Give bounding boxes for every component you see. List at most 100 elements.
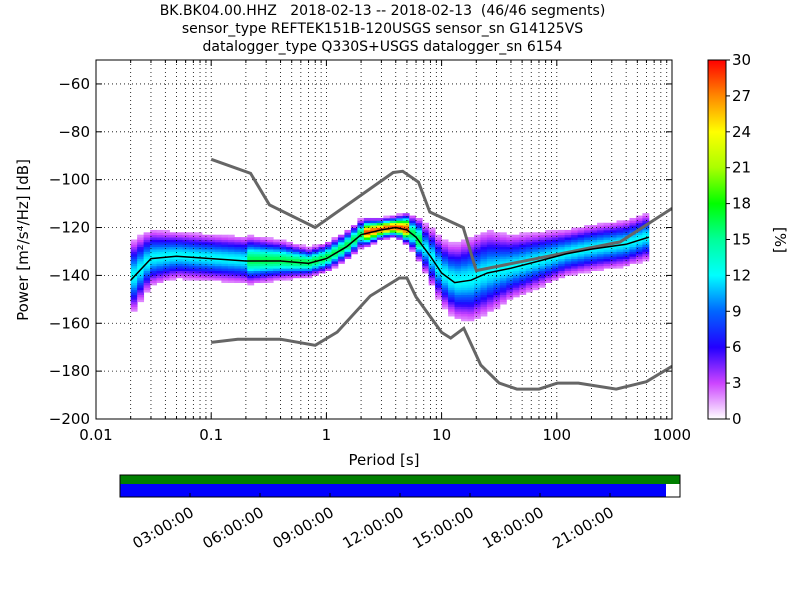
heatmap-cell [435, 263, 442, 267]
heatmap-cell [486, 268, 494, 272]
heatmap-cell [571, 239, 579, 243]
title-station-line: BK.BK04.00.HHZ 2018-02-13 -- 2018-02-13 … [159, 3, 606, 19]
heatmap-cell [247, 280, 255, 283]
heatmap-cell [137, 251, 145, 255]
heatmap-cell [292, 246, 300, 250]
heatmap-cell [577, 270, 585, 274]
heatmap-cell [402, 232, 410, 236]
heatmap-cell [247, 251, 255, 255]
heatmap-cell [195, 246, 203, 250]
heatmap-cell [486, 244, 494, 248]
heatmap-cell [499, 256, 507, 260]
heatmap-cell [597, 258, 604, 262]
heatmap-cell [273, 273, 281, 276]
heatmap-cell [208, 246, 216, 250]
heatmap-cell [558, 246, 566, 250]
heatmap-cell [506, 234, 514, 238]
heatmap-cell [292, 256, 300, 260]
heatmap-cell [473, 239, 481, 243]
heatmap-cell [506, 256, 514, 260]
heatmap-cell [221, 256, 229, 260]
heatmap-cell [538, 277, 546, 281]
heatmap-cell [266, 268, 274, 272]
heatmap-cell [584, 225, 591, 228]
heatmap-cell [454, 308, 462, 312]
heatmap-cell [363, 239, 371, 243]
heatmap-cell [480, 253, 488, 257]
heatmap-cell [448, 304, 455, 307]
heatmap-cell [350, 249, 358, 252]
heatmap-cell [461, 282, 468, 286]
heatmap-cell [357, 237, 365, 240]
heatmap-cell [506, 268, 514, 272]
heatmap-cell [247, 277, 255, 281]
heatmap-cell [143, 280, 151, 283]
heatmap-cell [622, 244, 630, 248]
heatmap-cell [279, 239, 287, 243]
heatmap-cell [538, 246, 546, 250]
heatmap-cell [642, 249, 650, 252]
heatmap-cell [584, 227, 591, 231]
heatmap-cell [169, 270, 177, 274]
heatmap-cell [551, 265, 559, 269]
heatmap-cell [486, 241, 494, 245]
heatmap-cell [156, 246, 164, 250]
heatmap-cell [402, 225, 410, 228]
heatmap-cell [201, 253, 209, 257]
heatmap-cell [415, 222, 423, 226]
heatmap-cell [253, 261, 261, 264]
heatmap-cell [208, 270, 216, 274]
heatmap-cell [150, 280, 157, 283]
heatmap-cell [564, 268, 572, 272]
heatmap-cell [130, 301, 138, 305]
heatmap-cell [635, 249, 643, 252]
heatmap-cell [312, 268, 319, 272]
heatmap-cell [603, 225, 611, 228]
heatmap-cell [195, 244, 203, 248]
heatmap-cell [422, 265, 430, 269]
heatmap-cell [409, 227, 417, 231]
heatmap-cell [512, 246, 520, 250]
heatmap-cell [564, 241, 572, 245]
heatmap-cell [512, 270, 520, 274]
heatmap-cell [454, 246, 462, 250]
heatmap-cell [150, 261, 157, 264]
heatmap-cell [525, 251, 533, 255]
heatmap-cell [363, 217, 371, 221]
heatmap-cell [545, 234, 553, 238]
heatmap-cell [519, 292, 527, 295]
heatmap-cell [376, 237, 384, 240]
heatmap-cell [454, 270, 462, 274]
heatmap-cell [473, 306, 481, 310]
colorbar-gradient [707, 59, 727, 420]
heatmap-cell [461, 308, 468, 312]
heatmap-cell [195, 273, 203, 276]
heatmap-cell [590, 234, 598, 238]
heatmap-cell [227, 277, 235, 281]
heatmap-cell [538, 273, 546, 276]
heatmap-cell [176, 253, 183, 257]
heatmap-cell [137, 282, 145, 286]
heatmap-cell [441, 304, 449, 307]
heatmap-cell [454, 241, 462, 245]
heatmap-cell [156, 265, 164, 269]
heatmap-cell [227, 275, 235, 279]
heatmap-cell [150, 237, 157, 240]
heatmap-cell [493, 273, 501, 276]
heatmap-cell [584, 237, 591, 240]
heatmap-cell [597, 265, 604, 269]
heatmap-cell [448, 265, 455, 269]
heatmap-cell [130, 294, 138, 298]
heatmap-cell [428, 277, 436, 281]
heatmap-cell [473, 258, 481, 262]
heatmap-cell [253, 249, 261, 252]
heatmap-cell [454, 273, 462, 276]
heatmap-cell [454, 294, 462, 298]
heatmap-cell [435, 256, 442, 260]
heatmap-cell [376, 234, 384, 238]
heatmap-cell [137, 287, 145, 291]
heatmap-cell [234, 261, 242, 264]
heatmap-cell [137, 289, 145, 293]
heatmap-cell [150, 239, 157, 243]
heatmap-cell [545, 280, 553, 283]
